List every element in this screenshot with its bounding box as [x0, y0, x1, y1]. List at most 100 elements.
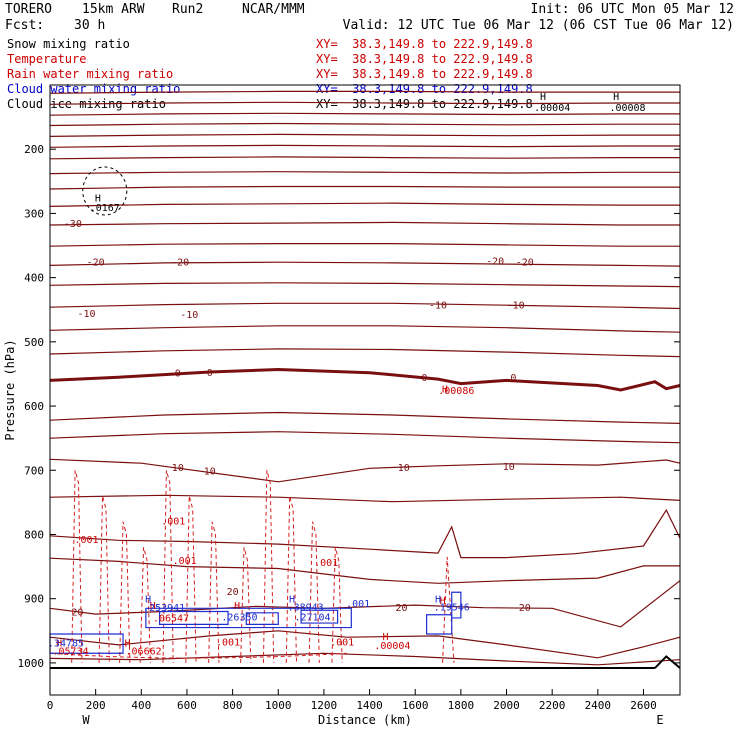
cloud-water-high-marker: H: [289, 595, 295, 606]
cloud-water-contour: [451, 591, 462, 619]
temperature-isotherm: [49, 494, 681, 503]
rain-label: .05734: [52, 647, 88, 658]
rain-contour: [308, 521, 320, 663]
y-tick-label: 600: [24, 400, 44, 413]
temperature-isotherm: [49, 325, 681, 333]
cloud-water-label: .27104: [294, 613, 330, 624]
legend-snow-name: Snow mixing ratio: [7, 37, 130, 51]
cloud-water-contour: [300, 609, 339, 624]
cloud-ice-contour: [82, 166, 128, 216]
y-tick-label: 700: [24, 464, 44, 477]
isotherm-label: 20: [227, 587, 239, 598]
ice-high-marker: H: [540, 92, 546, 103]
rain-contour: [162, 470, 174, 663]
x-tick-label: 800: [223, 699, 243, 712]
temperature-isotherm: [49, 557, 680, 584]
rain-label: .06547: [153, 613, 189, 624]
legend-snow-xy: XY= 38.3,149.8 to 222.9,149.8: [316, 37, 533, 51]
ice-label: .00004: [534, 103, 570, 114]
x-tick-label: 400: [131, 699, 151, 712]
terrain-peak: [654, 655, 681, 669]
y-tick-label: 800: [24, 528, 44, 541]
temperature-isotherm: [49, 348, 681, 358]
temperature-isotherm: [49, 112, 680, 116]
header-run: Run2: [172, 2, 204, 17]
isotherm-label: 10: [172, 463, 184, 474]
ice-label: .00008: [609, 103, 645, 114]
rain-label: .001: [314, 558, 338, 569]
temperature-isotherm: [49, 171, 680, 175]
rain-label: .001: [74, 535, 98, 546]
rain-label: .001: [216, 638, 240, 649]
east-label: E: [656, 713, 663, 727]
cloud-water-label: .34785: [48, 638, 84, 649]
isotherm-label: 10: [398, 463, 410, 474]
x-tick-label: 1600: [402, 699, 429, 712]
legend-temp-xy: XY= 38.3,149.8 to 222.9,149.8: [316, 52, 533, 66]
header-fcst-label: Fcst:: [5, 18, 45, 33]
temperature-isotherm: [49, 122, 680, 127]
rain-high-marker: H: [150, 601, 156, 612]
legend-rain-xy: XY= 38.3,149.8 to 222.9,149.8: [316, 67, 533, 81]
rain-contour: [119, 521, 131, 663]
y-axis-title: Pressure (hPa): [3, 339, 17, 440]
temperature-isotherm: [49, 185, 680, 190]
temperature-isotherm: [49, 652, 681, 666]
temperature-isotherm: [49, 282, 681, 288]
rain-contour: [331, 547, 343, 663]
rain-contour: [285, 495, 298, 663]
x-axis-title: Distance (km): [318, 713, 412, 727]
header-valid: Valid: 12 UTC Tue 06 Mar 12 (06 CST Tue …: [342, 18, 734, 33]
isotherm-label: -30: [64, 219, 82, 230]
cloud-water-label: .19546: [434, 602, 470, 613]
ice-high-marker: H: [95, 193, 101, 204]
temperature-isotherm: [49, 243, 680, 247]
plot-frame: [49, 84, 681, 696]
cloud-water-contour: [145, 607, 352, 629]
rain-high-marker: H: [442, 385, 448, 396]
rain-label: .001: [173, 556, 197, 567]
header-org: NCAR/MMM: [242, 2, 305, 17]
x-tick-label: 1400: [356, 699, 383, 712]
x-tick-label: 1200: [311, 699, 338, 712]
header-model: TORERO: [5, 2, 52, 17]
ice-label: .0167: [90, 203, 120, 214]
cloud-water-label: .26350: [221, 613, 257, 624]
rain-high-marker: H: [440, 596, 446, 607]
x-tick-label: 2600: [630, 699, 657, 712]
cloud-water-contour: [426, 614, 453, 635]
legend-rain-name: Rain water mixing ratio: [7, 67, 174, 81]
rain-label: .001: [330, 638, 354, 649]
temperature-isotherm: [49, 508, 681, 559]
x-tick-label: 0: [47, 699, 54, 712]
header-init: Init: 06 UTC Mon 05 Mar 12: [530, 2, 735, 17]
isotherm-label: -20: [171, 258, 189, 269]
ice-high-marker: H: [613, 92, 619, 103]
isotherm-label: 0: [175, 369, 181, 380]
cloud-water-contour: [245, 612, 279, 625]
x-tick-label: 1000: [265, 699, 292, 712]
cloud-water-high-marker: H: [435, 595, 441, 606]
y-tick-label: 200: [24, 143, 44, 156]
isotherm-label: 0: [207, 368, 213, 379]
y-tick-label: 300: [24, 207, 44, 220]
rain-high-marker: H: [125, 638, 131, 649]
y-tick-label: 1000: [18, 657, 45, 670]
cloud-water-label: .38943: [288, 602, 324, 613]
x-tick-label: 2000: [493, 699, 520, 712]
y-tick-label: 400: [24, 272, 44, 285]
cloud-water-high-marker: H: [145, 595, 151, 606]
isotherm-label: 20: [395, 603, 407, 614]
rain-contour: [49, 652, 347, 659]
cloud-water-label: .253941: [143, 603, 185, 614]
rain-high-marker: H: [234, 601, 240, 612]
cloud-water-contour: [158, 610, 229, 625]
rain-contour: [208, 521, 220, 663]
temperature-isotherm: [49, 367, 681, 392]
temperature-isotherm: [49, 431, 681, 444]
x-tick-label: 2200: [539, 699, 566, 712]
rain-label: .001: [161, 516, 185, 527]
cloud-water-label: .001: [346, 599, 370, 610]
rain-contour: [71, 470, 83, 663]
